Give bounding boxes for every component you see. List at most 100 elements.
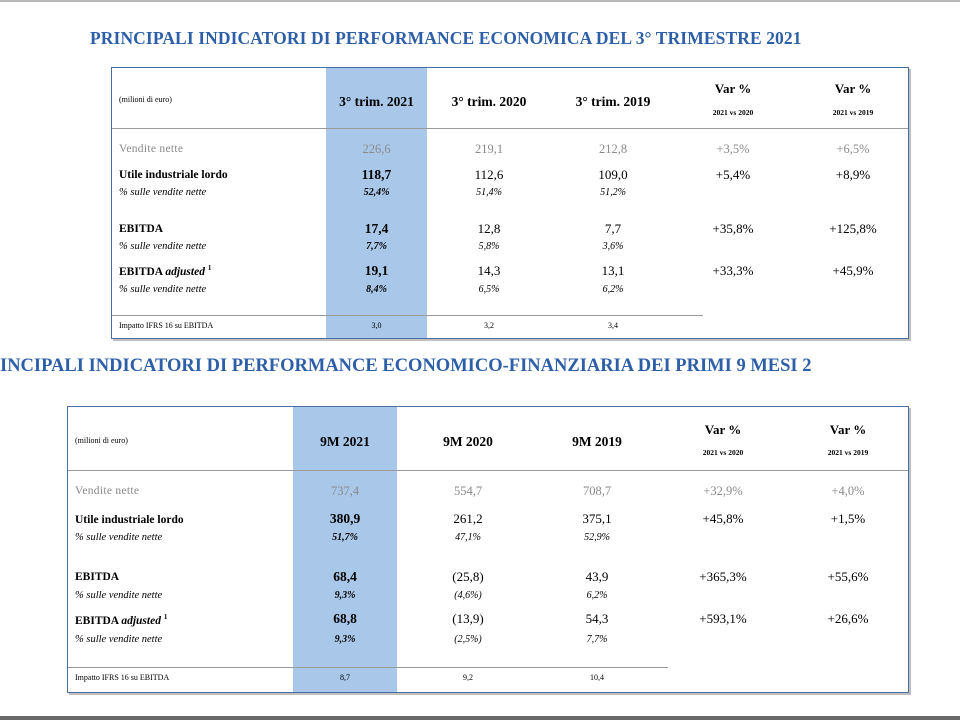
column-header-prior: 9M 2020 bbox=[443, 434, 493, 449]
value-cell: 118,7 bbox=[361, 167, 392, 182]
column-header-prior-2: 9M 2019 bbox=[572, 434, 622, 449]
pct-cell: 7,7% bbox=[366, 241, 387, 252]
value-cell: 226,6 bbox=[362, 142, 391, 156]
row-label-utile-pct: % sulle vendite nette bbox=[119, 187, 207, 198]
pct-cell: 6,5% bbox=[478, 284, 500, 295]
var-cell: +593,1% bbox=[699, 611, 747, 626]
pct-cell: 47,1% bbox=[455, 532, 481, 543]
value-cell: 375,1 bbox=[582, 511, 612, 526]
current-period-highlight bbox=[293, 407, 397, 692]
var-cell: +3,5% bbox=[716, 142, 750, 156]
row-label-ebitda-pct: % sulle vendite nette bbox=[119, 241, 207, 252]
pct-cell: (2,5%) bbox=[454, 634, 482, 645]
value-cell: 380,9 bbox=[329, 511, 361, 526]
row-label-adjusted-pct: % sulle vendite nette bbox=[75, 634, 163, 645]
label-main: EBITDA bbox=[119, 265, 163, 278]
value-cell: (25,8) bbox=[452, 569, 484, 584]
var-cell: +365,3% bbox=[699, 569, 747, 584]
page-top-border bbox=[0, 0, 960, 2]
var-header-1: Var % bbox=[704, 422, 742, 437]
var-cell: +1,5% bbox=[830, 511, 866, 526]
var-subheader-1: 2021 vs 2020 bbox=[712, 108, 754, 117]
pct-cell: 52,9% bbox=[584, 532, 610, 543]
pct-cell: (4,6%) bbox=[454, 590, 482, 601]
value-cell: 708,7 bbox=[582, 484, 612, 498]
var-cell: +45,8% bbox=[702, 511, 744, 526]
ifrs-cell: 3,0 bbox=[371, 321, 382, 330]
value-cell: 109,0 bbox=[598, 167, 628, 182]
pct-cell: 5,8% bbox=[478, 241, 500, 252]
pct-cell: 7,7% bbox=[586, 634, 608, 645]
var-header-2: Var % bbox=[829, 422, 867, 437]
value-cell: 219,1 bbox=[474, 142, 504, 156]
var-cell: +55,6% bbox=[827, 569, 869, 584]
var-cell: +6,5% bbox=[836, 142, 870, 156]
var-subheader-2: 2021 vs 2019 bbox=[832, 108, 874, 117]
pct-cell: 51,7% bbox=[332, 532, 358, 543]
ifrs-cell: 8,7 bbox=[340, 673, 350, 682]
label-italic: adjusted bbox=[165, 265, 205, 278]
footer-divider bbox=[68, 667, 668, 668]
var-subheader-2: 2021 vs 2019 bbox=[827, 448, 869, 457]
value-cell: 13,1 bbox=[601, 263, 625, 278]
value-cell: 19,1 bbox=[364, 263, 389, 278]
footnote-marker: 1 bbox=[207, 264, 212, 272]
ifrs-cell: 10,4 bbox=[590, 673, 604, 682]
ifrs-cell: 9,2 bbox=[463, 673, 473, 682]
column-header-current: 3° trim. 2021 bbox=[339, 94, 414, 109]
value-cell: 54,3 bbox=[585, 611, 609, 626]
pct-cell: 6,2% bbox=[586, 590, 608, 601]
row-label-utile: Utile industriale lordo bbox=[75, 514, 184, 526]
ifrs-cell: 3,2 bbox=[484, 321, 494, 330]
value-cell: 68,4 bbox=[333, 569, 357, 584]
header-divider bbox=[68, 470, 908, 471]
row-label-ifrs16: Impatto IFRS 16 su EBITDA bbox=[119, 321, 214, 330]
var-cell: +5,4% bbox=[715, 167, 751, 182]
page-bottom-border bbox=[0, 716, 960, 720]
footer-divider bbox=[112, 315, 703, 316]
var-cell: +35,8% bbox=[712, 221, 754, 236]
var-cell: +32,9% bbox=[703, 484, 743, 498]
header-divider bbox=[112, 128, 908, 129]
label-italic: adjusted bbox=[121, 614, 161, 627]
row-label-adjusted-pct: % sulle vendite nette bbox=[119, 284, 207, 295]
9m-indicators-table: (milioni di euro) 9M 2021 9M 2020 9M 201… bbox=[67, 406, 909, 693]
var-cell: +33,3% bbox=[712, 263, 754, 278]
value-cell: 7,7 bbox=[604, 221, 622, 236]
footnote-marker: 1 bbox=[163, 613, 168, 621]
value-cell: (13,9) bbox=[452, 611, 484, 626]
column-header-prior: 3° trim. 2020 bbox=[451, 94, 527, 109]
row-label-utile-pct: % sulle vendite nette bbox=[75, 532, 163, 543]
value-cell: 212,8 bbox=[598, 142, 628, 156]
pct-cell: 51,4% bbox=[476, 187, 502, 198]
pct-cell: 3,6% bbox=[602, 241, 624, 252]
value-cell: 12,8 bbox=[477, 221, 501, 236]
pct-cell: 52,4% bbox=[363, 187, 390, 198]
var-cell: +125,8% bbox=[829, 221, 877, 236]
current-period-highlight bbox=[326, 68, 427, 338]
row-label-ebitda: EBITDA bbox=[119, 223, 164, 235]
row-label-ebitda-adjusted: EBITDA adjusted 1 bbox=[119, 264, 211, 278]
units-label: (milioni di euro) bbox=[119, 95, 172, 104]
value-cell: 261,2 bbox=[453, 511, 483, 526]
pct-cell: 51,2% bbox=[600, 187, 626, 198]
column-header-prior-2: 3° trim. 2019 bbox=[575, 94, 651, 109]
var-cell: +45,9% bbox=[832, 263, 874, 278]
label-main: EBITDA bbox=[75, 614, 119, 627]
q3-indicators-table: (milioni di euro) 3° trim. 2021 3° trim.… bbox=[111, 67, 909, 339]
pct-cell: 8,4% bbox=[366, 284, 387, 295]
row-label-ebitda: EBITDA bbox=[75, 571, 120, 583]
var-cell: +4,0% bbox=[831, 484, 865, 498]
var-header-2: Var % bbox=[834, 81, 872, 96]
column-header-current: 9M 2021 bbox=[320, 434, 370, 449]
pct-cell: 9,3% bbox=[334, 634, 356, 645]
var-cell: +8,9% bbox=[835, 167, 871, 182]
q3-section-title: PRINCIPALI INDICATORI DI PERFORMANCE ECO… bbox=[90, 28, 802, 48]
value-cell: 554,7 bbox=[453, 484, 483, 498]
value-cell: 112,6 bbox=[474, 167, 504, 182]
var-header-1: Var % bbox=[714, 81, 752, 96]
pct-cell: 6,2% bbox=[602, 284, 624, 295]
9m-section-title: INCIPALI INDICATORI DI PERFORMANCE ECONO… bbox=[0, 356, 812, 376]
units-label: (milioni di euro) bbox=[75, 436, 128, 445]
row-label-vendite: Vendite nette bbox=[119, 143, 184, 155]
